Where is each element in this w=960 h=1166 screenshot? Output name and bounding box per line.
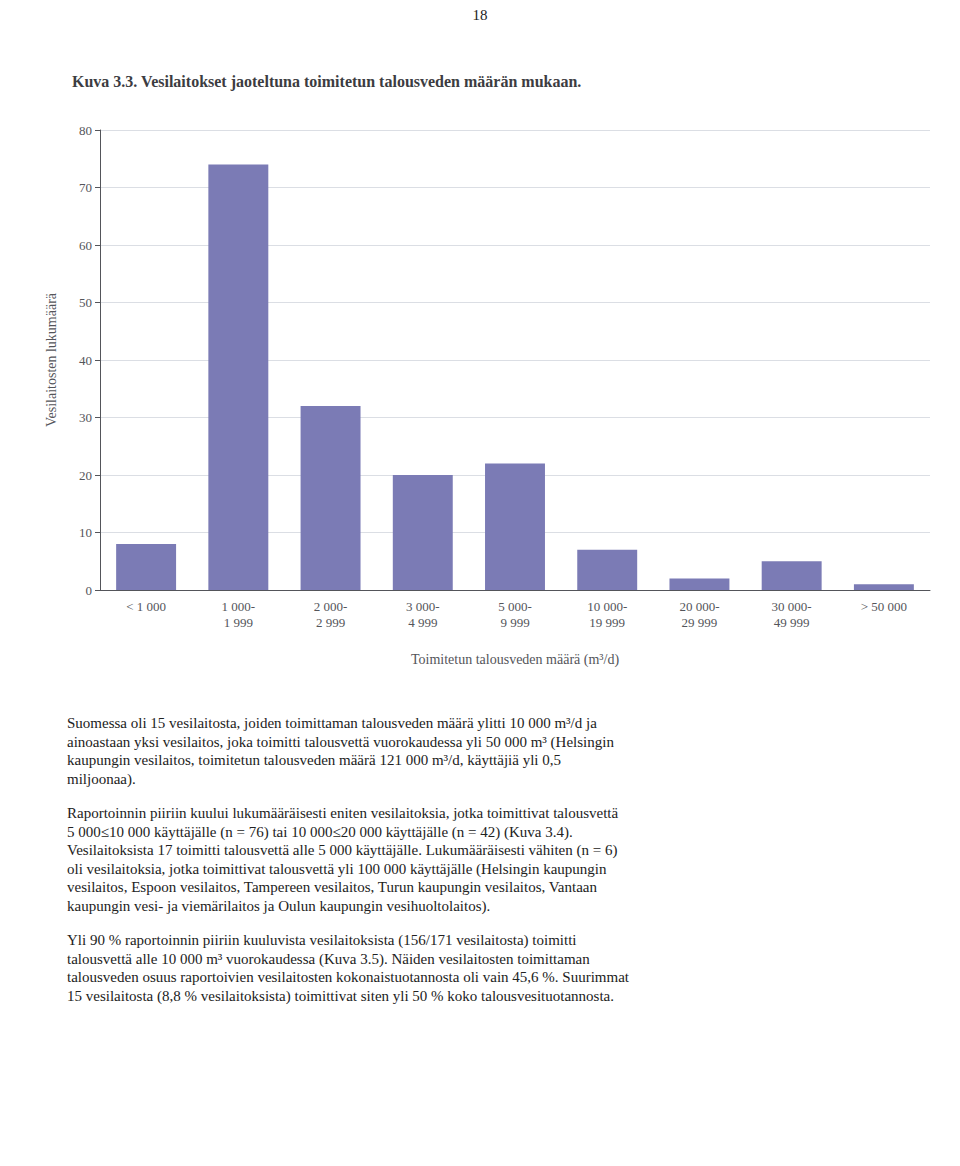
svg-text:10 000-: 10 000- (587, 599, 627, 614)
svg-text:2 999: 2 999 (316, 615, 345, 630)
svg-text:Vesilaitosten lukumäärä: Vesilaitosten lukumäärä (44, 292, 59, 427)
svg-text:30 000-: 30 000- (772, 599, 812, 614)
svg-text:Kuva 3.3. Vesilaitokset jaotel: Kuva 3.3. Vesilaitokset jaoteltuna toimi… (72, 73, 581, 91)
svg-text:70: 70 (79, 180, 92, 195)
svg-text:< 1 000: < 1 000 (126, 599, 166, 614)
html-text:Suomessa oli 15 vesilaitosta,: Suomessa oli 15 vesilaitosta, joiden toi… (67, 715, 614, 787)
svg-text:49 999: 49 999 (774, 615, 810, 630)
svg-text:20: 20 (79, 468, 92, 483)
svg-text:50: 50 (79, 295, 92, 310)
svg-text:60: 60 (79, 238, 92, 253)
svg-text:19 999: 19 999 (589, 615, 625, 630)
svg-text:40: 40 (79, 353, 92, 368)
html-text:Yli 90 % raportoinnin piiriin: Yli 90 % raportoinnin piiriin kuuluvista… (67, 932, 629, 1004)
svg-text:1 999: 1 999 (224, 615, 253, 630)
svg-text:30: 30 (79, 410, 92, 425)
svg-text:0: 0 (86, 583, 93, 598)
html-text:Raportoinnin piiriin kuului lu: Raportoinnin piiriin kuului lukumääräise… (67, 805, 619, 914)
html-text:18: 18 (472, 7, 488, 23)
svg-text:3 000-: 3 000- (406, 599, 440, 614)
svg-text:80: 80 (79, 123, 92, 138)
svg-text:> 50 000: > 50 000 (861, 599, 907, 614)
svg-text:5 000-: 5 000- (498, 599, 532, 614)
svg-text:29 999: 29 999 (682, 615, 718, 630)
svg-text:4 999: 4 999 (408, 615, 437, 630)
svg-text:10: 10 (79, 525, 92, 540)
svg-text:Toimitetun talousveden määrä (: Toimitetun talousveden määrä (m³/d) (411, 652, 619, 668)
svg-text:20 000-: 20 000- (679, 599, 719, 614)
svg-text:2 000-: 2 000- (314, 599, 348, 614)
svg-text:9 999: 9 999 (500, 615, 529, 630)
svg-text:1 000-: 1 000- (222, 599, 256, 614)
